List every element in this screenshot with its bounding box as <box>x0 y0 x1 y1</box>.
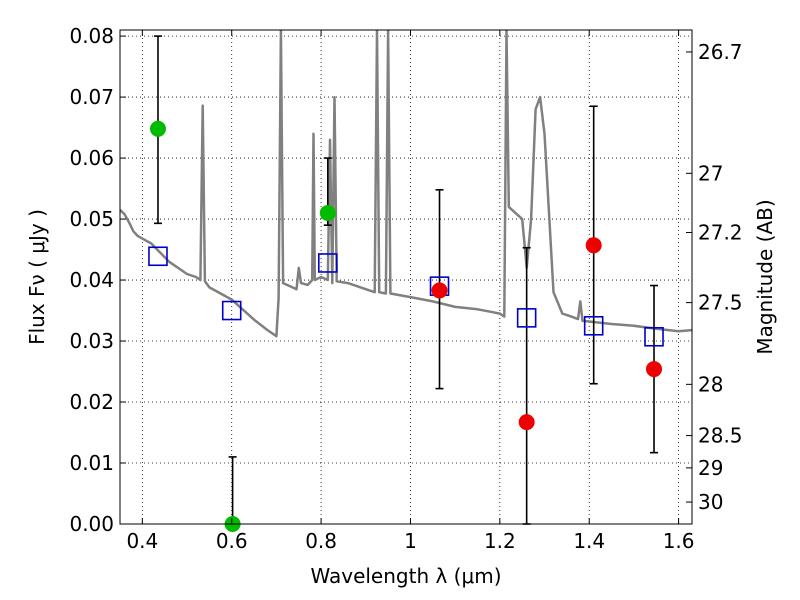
y-tick-label: 0.03 <box>69 329 114 353</box>
y-tick-label: 0.00 <box>69 512 114 536</box>
x-tick-label: 1.2 <box>484 529 516 553</box>
red-data-point <box>646 361 663 378</box>
green-data-point <box>319 204 336 221</box>
x-tick-label: 1 <box>404 529 417 553</box>
green-data-point <box>149 120 166 137</box>
model-photometry-marker <box>221 300 242 321</box>
magnitude-tick-label: 30 <box>698 490 723 514</box>
y-axis-ticks: 0.00 0.01 0.02 0.03 0.04 0.05 0.06 0.07 0.08 <box>69 24 126 536</box>
y-tick-label: 0.02 <box>69 390 114 414</box>
model-spectrum-line <box>120 30 692 338</box>
model-photometry-marker <box>516 308 537 328</box>
model-photometry-marker <box>317 253 338 273</box>
magnitude-tick-label: 28.5 <box>698 424 743 448</box>
y-tick-label: 0.04 <box>69 268 114 292</box>
magnitude-tick-label: 28 <box>698 372 723 396</box>
magnitude-axis-ticks: 26.7 27 27.2 27.5 28 28.5 29 30 <box>686 40 743 514</box>
y-tick-label: 0.07 <box>69 85 114 109</box>
red-data-point <box>518 414 535 431</box>
plot-frame <box>119 29 693 525</box>
red-data-point <box>585 237 602 254</box>
y-tick-label: 0.05 <box>69 207 114 231</box>
magnitude-tick-label: 27.5 <box>698 291 743 315</box>
magnitude-tick-label: 27.2 <box>698 220 743 244</box>
magnitude-axis-label: Magnitude (AB) <box>753 199 777 354</box>
model-spectrum-layer <box>120 30 692 338</box>
magnitude-tick-label: 27 <box>698 161 723 185</box>
x-tick-label: 0.8 <box>305 529 337 553</box>
model-photometry-marker <box>583 315 604 336</box>
magnitude-tick-label: 29 <box>698 456 723 480</box>
x-axis-ticks: 0.4 0.6 0.8 1 1.2 1.4 1.6 <box>126 30 695 553</box>
y-tick-label: 0.01 <box>69 451 114 475</box>
marker-layer <box>148 120 664 532</box>
x-tick-label: 0.6 <box>216 529 248 553</box>
x-tick-label: 1.4 <box>573 529 605 553</box>
magnitude-tick-label: 26.7 <box>698 40 743 64</box>
model-photometry-marker <box>148 246 168 267</box>
x-axis-label: Wavelength λ (μm) <box>310 564 501 588</box>
y-tick-label: 0.08 <box>69 24 114 48</box>
x-tick-label: 1.6 <box>663 529 695 553</box>
model-photometry-marker <box>644 326 664 347</box>
red-data-point <box>431 282 448 299</box>
y-axis-label: Flux Fν ( μJy ) <box>25 209 49 345</box>
x-tick-label: 0.4 <box>126 529 158 553</box>
y-tick-label: 0.06 <box>69 146 114 170</box>
